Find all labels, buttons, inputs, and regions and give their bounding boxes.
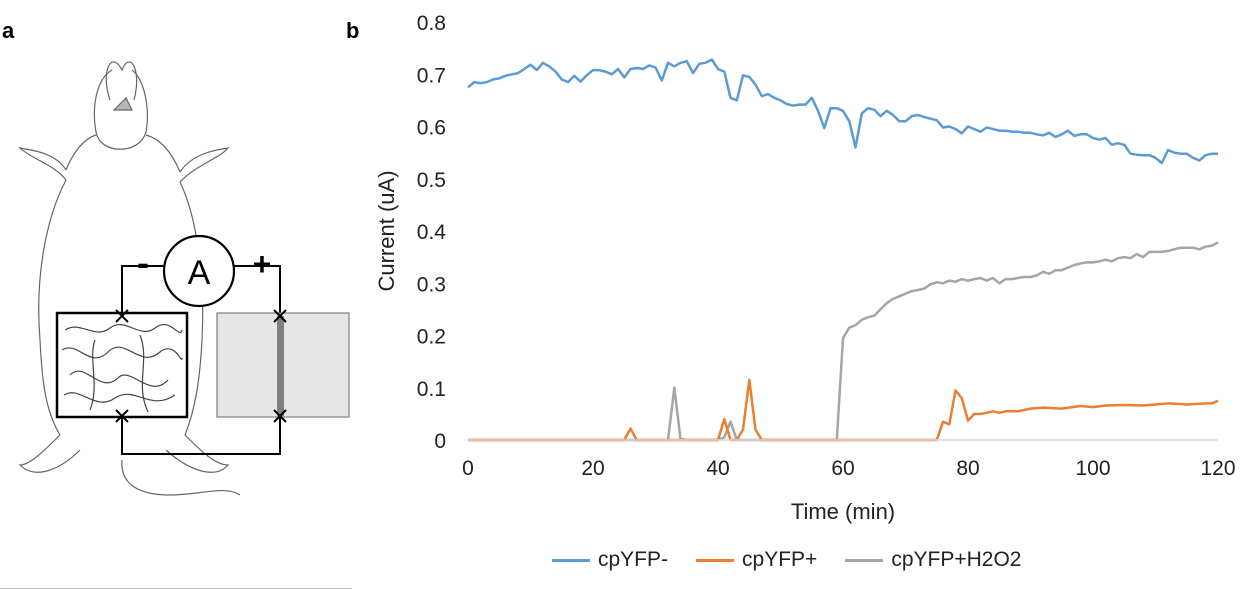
x-tick-label: 20	[581, 457, 604, 480]
mouse-outline	[18, 61, 241, 496]
y-tick-label: 0.3	[417, 273, 446, 296]
mouse-circuit-diagram: A - +	[18, 61, 350, 496]
x-tick-label: 0	[462, 457, 474, 480]
terminal-markers	[115, 309, 287, 423]
y-tick-label: 0.5	[417, 169, 446, 192]
series-lines	[467, 58, 1219, 442]
x-tick-label: 60	[831, 457, 854, 480]
ammeter-circle	[162, 234, 236, 308]
minus-sign: -	[137, 242, 149, 283]
legend-swatch-cpyfp-plus	[696, 558, 735, 562]
chart-legend: cpYFP- cpYFP+ cpYFP+H2O2	[552, 548, 1021, 572]
x-tick-label: 120	[1200, 457, 1235, 480]
y-axis-label: Current (uA)	[374, 170, 399, 291]
electrode-strip	[277, 316, 284, 416]
series-line-cpyfp-	[468, 378, 1219, 442]
y-tick-label: 0.2	[417, 326, 446, 349]
circuit-wires	[121, 265, 281, 455]
intestine-drawing	[61, 323, 183, 413]
legend-item-cpyfp-plus: cpYFP+	[696, 548, 817, 572]
y-tick-label: 0	[434, 430, 446, 453]
y-tick-label: 0.7	[417, 64, 446, 87]
x-tick-label: 40	[706, 457, 729, 480]
x-tick-label: 80	[956, 457, 979, 480]
y-tick-label: 0.6	[417, 117, 446, 140]
ammeter-label: A	[188, 254, 211, 292]
panel-label-a: a	[2, 18, 15, 43]
series-line-cpyfp-	[467, 58, 1218, 165]
legend-label-cpyfp-minus: cpYFP-	[598, 548, 669, 571]
series-line-cpyfp-h2o2	[468, 241, 1219, 442]
x-axis-ticks: 0 20 40 60 80 100 120	[462, 457, 1235, 480]
panel-label-b: b	[346, 18, 360, 43]
bottom-divider	[0, 588, 352, 589]
plus-sign: +	[253, 246, 272, 282]
legend-item-cpyfp-h2o2: cpYFP+H2O2	[845, 548, 1021, 572]
legend-label-cpyfp-plus: cpYFP+	[742, 548, 818, 571]
legend-swatch-cpyfp-h2o2	[845, 558, 884, 562]
legend-label-cpyfp-h2o2: cpYFP+H2O2	[891, 548, 1022, 571]
y-tick-label: 0.4	[417, 221, 447, 244]
x-axis-label: Time (min)	[791, 499, 895, 524]
y-axis-ticks: 0 0.1 0.2 0.3 0.4 0.5 0.6 0.7 0.8	[417, 12, 447, 453]
legend-swatch-cpyfp-minus	[552, 558, 590, 562]
legend-item-cpyfp-minus: cpYFP-	[552, 548, 668, 572]
y-tick-label: 0.1	[417, 378, 446, 401]
y-tick-label: 0.8	[417, 12, 446, 35]
x-tick-label: 100	[1075, 457, 1110, 480]
